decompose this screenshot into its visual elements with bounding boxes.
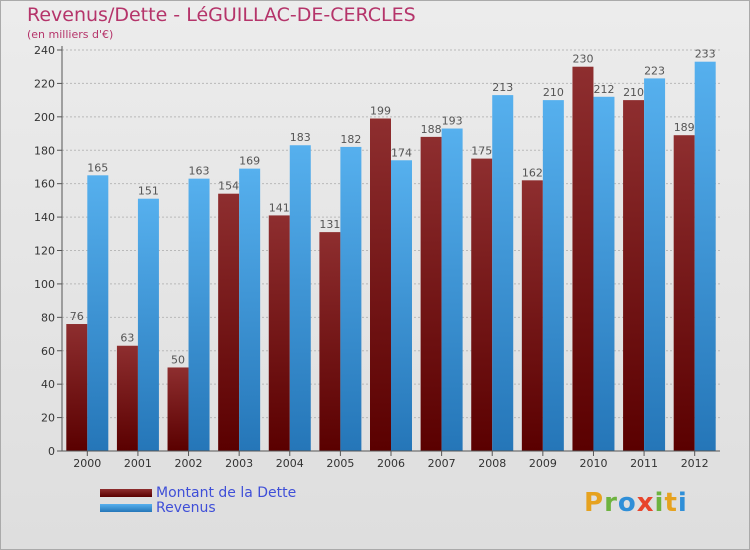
x-tick-label: 2012	[681, 457, 709, 470]
revenus-bar	[441, 128, 463, 451]
legend-swatch-dette	[100, 489, 152, 497]
x-tick-label: 2010	[579, 457, 607, 470]
x-tick-label: 2008	[478, 457, 506, 470]
logo-letter: P	[584, 488, 605, 518]
y-tick-label: 20	[41, 412, 55, 425]
revenus-bar	[694, 61, 716, 452]
logo-letter: i	[654, 488, 665, 518]
dette-value-label: 188	[421, 123, 442, 136]
revenus-bar	[188, 178, 210, 451]
logo-letter: x	[636, 488, 655, 518]
dette-bar	[572, 66, 594, 451]
revenus-value-label: 169	[239, 155, 260, 168]
revenus-bar	[542, 100, 564, 451]
revenus-value-label: 193	[442, 115, 463, 128]
y-tick-label: 80	[41, 311, 55, 324]
y-tick-label: 180	[34, 144, 55, 157]
dette-value-label: 76	[70, 310, 84, 323]
dette-bar	[471, 158, 493, 451]
revenus-bar	[87, 175, 109, 451]
x-tick-label: 2005	[326, 457, 354, 470]
y-tick-label: 160	[34, 178, 55, 191]
dette-bar	[268, 215, 290, 451]
y-tick-label: 140	[34, 211, 55, 224]
revenus-bar	[289, 145, 311, 452]
dette-value-label: 50	[171, 353, 185, 366]
x-tick-label: 2011	[630, 457, 658, 470]
dette-value-label: 131	[319, 218, 340, 231]
dette-value-label: 141	[269, 201, 290, 214]
revenus-value-label: 174	[391, 146, 412, 159]
revenus-bar	[340, 146, 362, 452]
dette-value-label: 199	[370, 105, 391, 118]
dette-bar	[623, 100, 645, 451]
dette-value-label: 162	[522, 166, 543, 179]
revenus-bar	[391, 160, 412, 451]
revenus-value-label: 182	[340, 133, 361, 146]
proxiti-logo: Proxiti	[584, 488, 688, 518]
x-tick-label: 2007	[428, 457, 456, 470]
logo-letter: o	[617, 488, 637, 518]
y-tick-label: 220	[34, 77, 55, 90]
dette-bar	[66, 324, 88, 451]
x-tick-label: 2000	[73, 457, 101, 470]
dette-value-label: 63	[120, 332, 134, 345]
revenus-value-label: 213	[492, 81, 513, 94]
x-tick-label: 2002	[175, 457, 203, 470]
y-tick-label: 40	[41, 378, 55, 391]
legend-label-revenus: Revenus	[156, 500, 216, 516]
dette-value-label: 230	[572, 53, 593, 66]
revenus-value-label: 223	[644, 64, 665, 77]
revenus-bar	[492, 95, 514, 452]
legend-swatch-revenus	[100, 504, 152, 512]
x-tick-label: 2009	[529, 457, 557, 470]
revenus-value-label: 210	[543, 86, 564, 99]
dette-bar	[218, 193, 240, 452]
dette-bar	[167, 367, 189, 451]
dette-value-label: 175	[471, 145, 492, 158]
revenus-bar	[137, 198, 159, 451]
y-tick-label: 100	[34, 278, 55, 291]
dette-bar	[370, 118, 391, 452]
y-tick-label: 200	[34, 111, 55, 124]
dette-bar	[521, 180, 543, 451]
x-tick-label: 2003	[225, 457, 253, 470]
x-tick-label: 2001	[124, 457, 152, 470]
y-tick-label: 240	[34, 44, 55, 57]
dette-bar	[420, 136, 442, 451]
dette-bar	[319, 232, 341, 451]
legend-label-dette: Montant de la Dette	[156, 485, 297, 501]
revenus-bar	[644, 78, 666, 451]
revenus-value-label: 183	[290, 131, 311, 144]
y-tick-label: 120	[34, 245, 55, 258]
logo-letter: r	[604, 488, 618, 518]
y-tick-label: 0	[48, 445, 55, 458]
revenus-value-label: 163	[189, 165, 210, 178]
revenus-bar	[239, 168, 261, 452]
dette-value-label: 210	[623, 86, 644, 99]
revenus-value-label: 212	[593, 83, 614, 96]
logo-letter: i	[677, 488, 688, 518]
revenus-value-label: 151	[138, 185, 159, 198]
dette-value-label: 154	[218, 180, 239, 193]
revenus-value-label: 233	[695, 48, 716, 61]
revenus-bar	[593, 96, 615, 452]
logo-letter: t	[664, 488, 678, 518]
revenus-value-label: 165	[87, 161, 108, 174]
chart-subtitle: (en milliers d'€)	[27, 28, 114, 41]
dette-bar	[116, 345, 138, 451]
x-tick-label: 2004	[276, 457, 304, 470]
x-tick-label: 2006	[377, 457, 405, 470]
chart-title: Revenus/Dette - LéGUILLAC-DE-CERCLES	[27, 4, 416, 26]
dette-value-label: 189	[674, 121, 695, 134]
y-tick-label: 60	[41, 345, 55, 358]
dette-bar	[673, 135, 695, 451]
